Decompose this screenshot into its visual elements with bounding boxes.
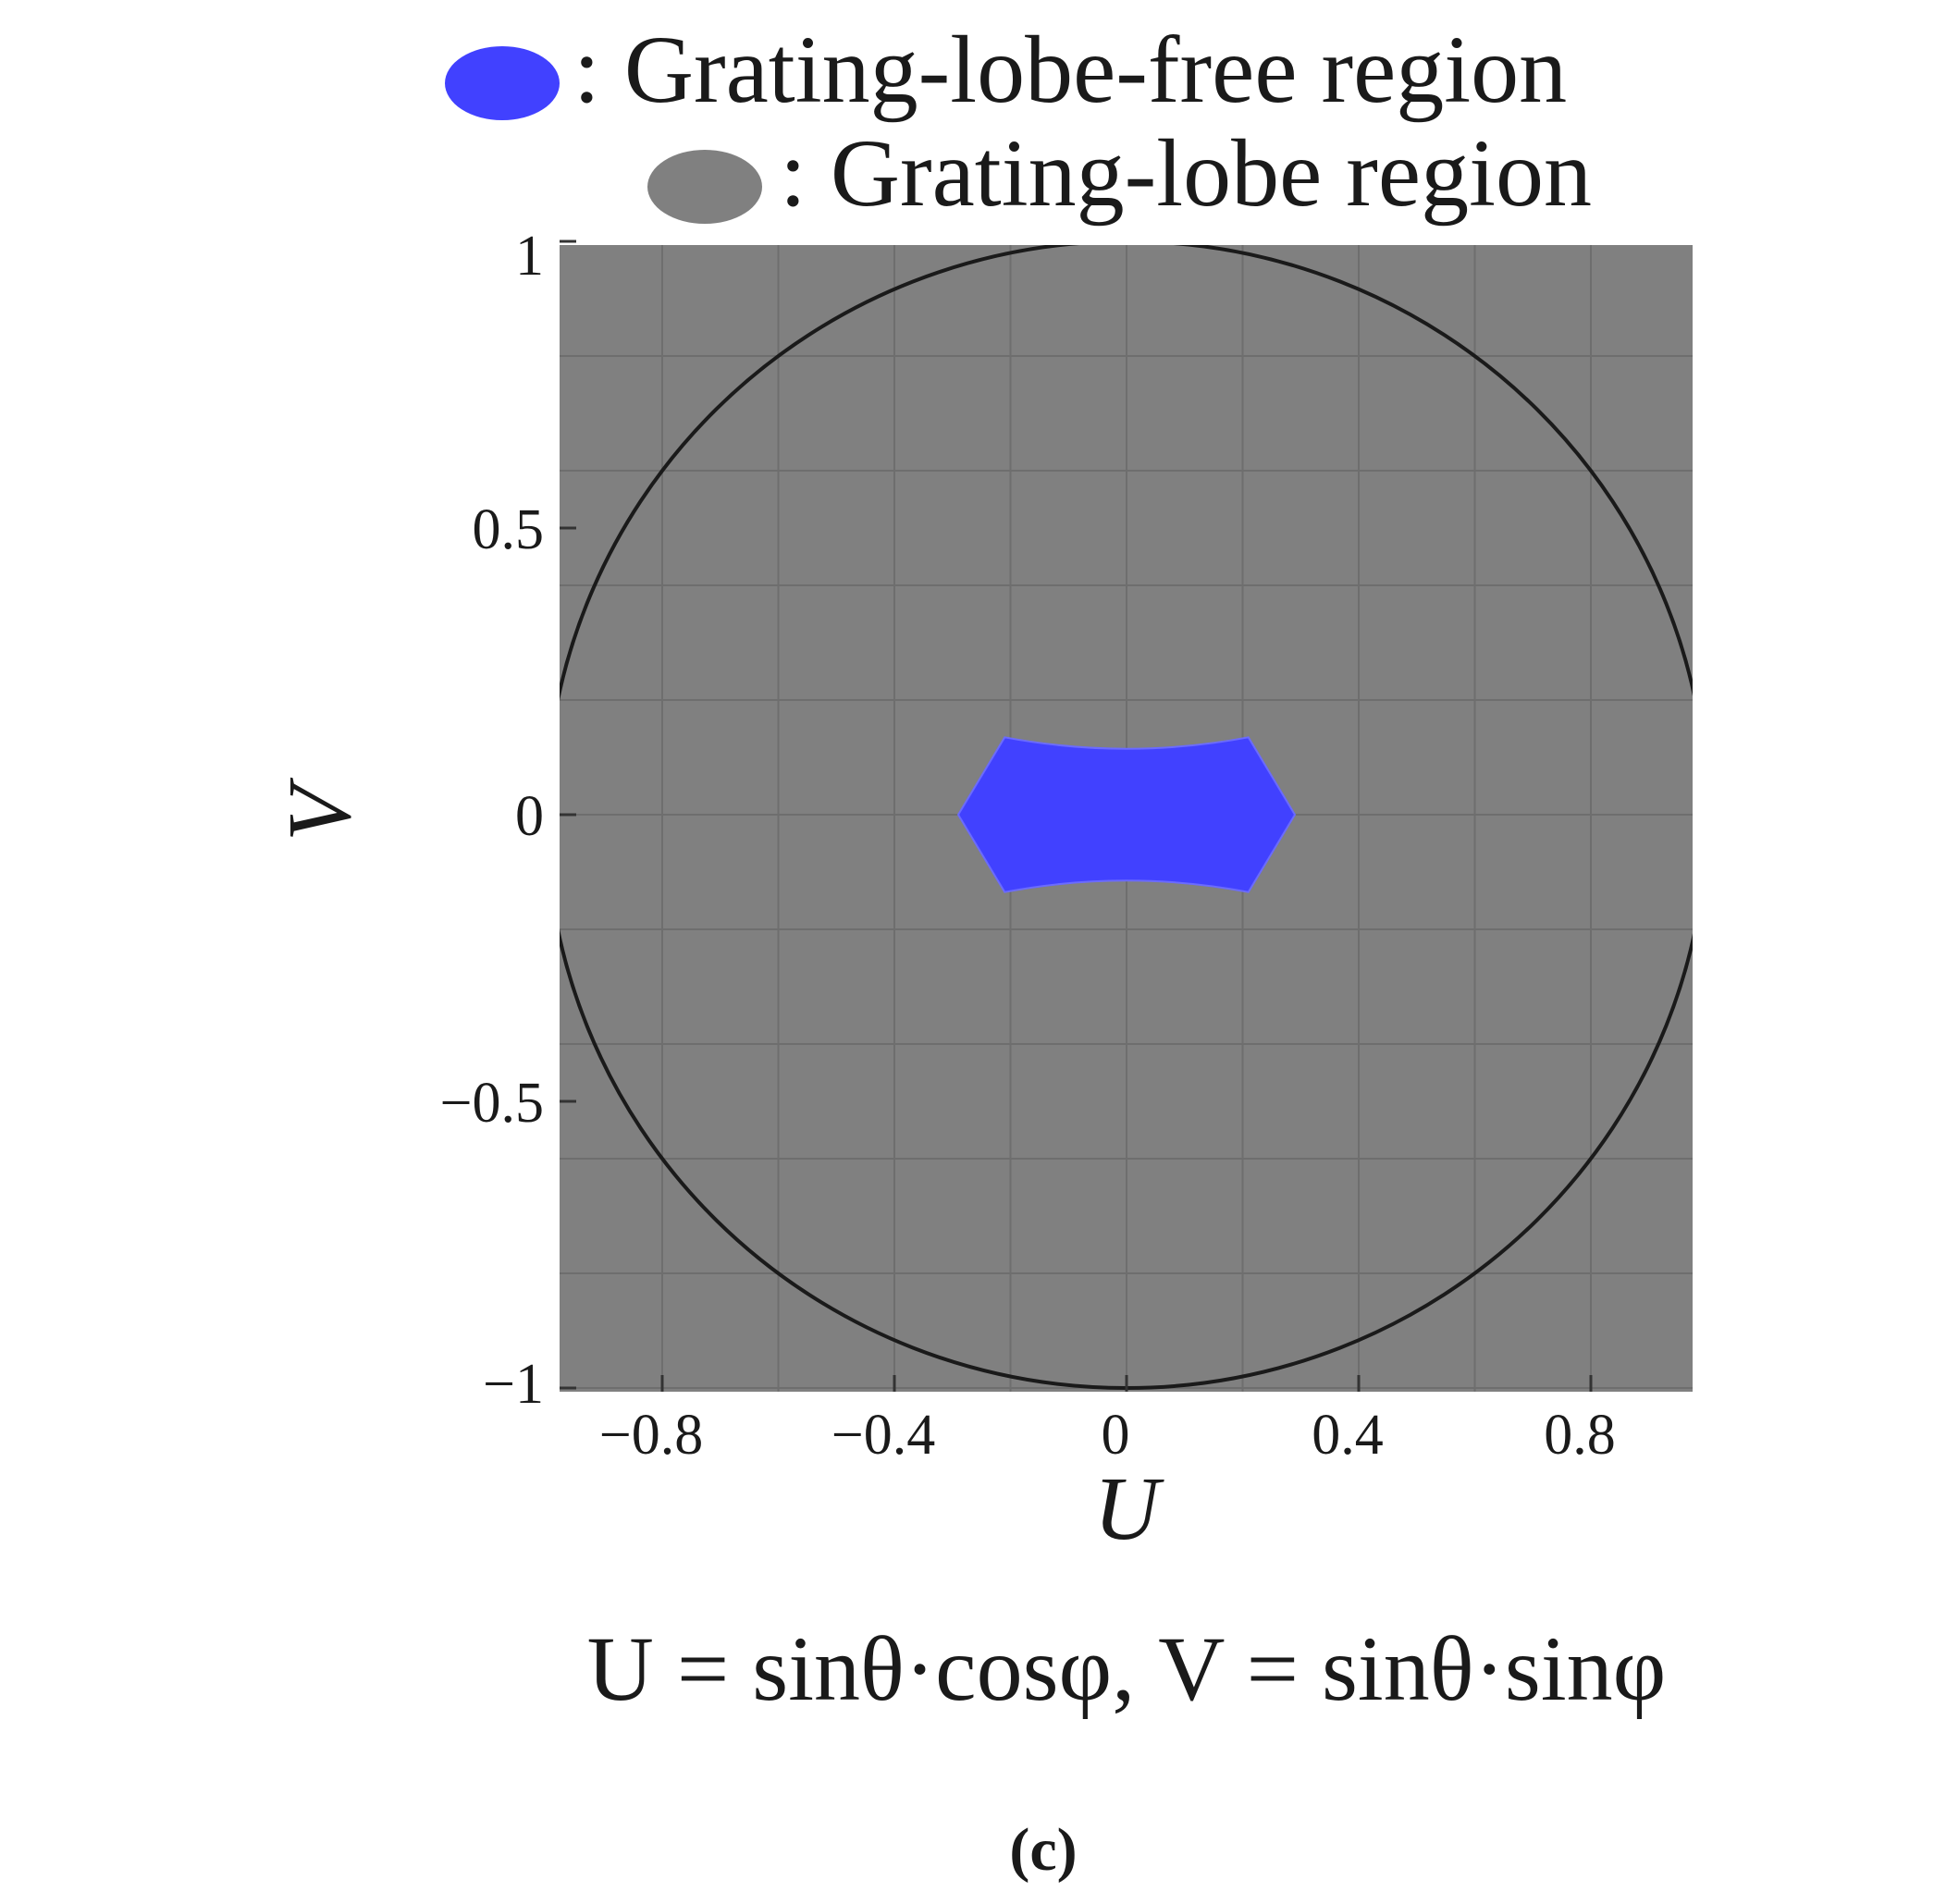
- legend-label-grating-lobe: : Grating-lobe region: [780, 120, 1592, 227]
- legend-swatch-grating-lobe-free: [445, 46, 560, 120]
- y-tick-labels: 1 0.5 0 −0.5 −1: [440, 225, 576, 1416]
- x-axis-title: U: [1094, 1459, 1165, 1559]
- x-tick-label: 0.4: [1312, 1404, 1384, 1467]
- y-axis-title: V: [270, 777, 370, 841]
- y-tick-label: −0.5: [440, 1072, 544, 1135]
- formula: U = sinθ·cosφ, V = sinθ·sinφ: [587, 1617, 1667, 1720]
- x-tick-labels: −0.8 −0.4 0 0.4 0.8: [599, 1375, 1616, 1467]
- grating-lobe-free-region: [956, 736, 1297, 893]
- y-tick-label: 0.5: [473, 498, 545, 561]
- y-tick-label: 0: [515, 785, 544, 848]
- legend-label-grating-lobe-free: : Grating-lobe-free region: [573, 17, 1567, 123]
- x-tick-label: 0: [1102, 1404, 1130, 1467]
- y-tick-label: 1: [515, 225, 544, 288]
- legend: : Grating-lobe-free region : Grating-lob…: [445, 17, 1592, 227]
- y-tick-label: −1: [483, 1353, 544, 1416]
- x-tick-label: −0.4: [831, 1404, 935, 1467]
- x-tick-label: −0.8: [599, 1404, 703, 1467]
- legend-swatch-grating-lobe: [647, 150, 762, 224]
- x-tick-label: 0.8: [1544, 1404, 1616, 1467]
- figure-caption: (c): [1009, 1816, 1077, 1884]
